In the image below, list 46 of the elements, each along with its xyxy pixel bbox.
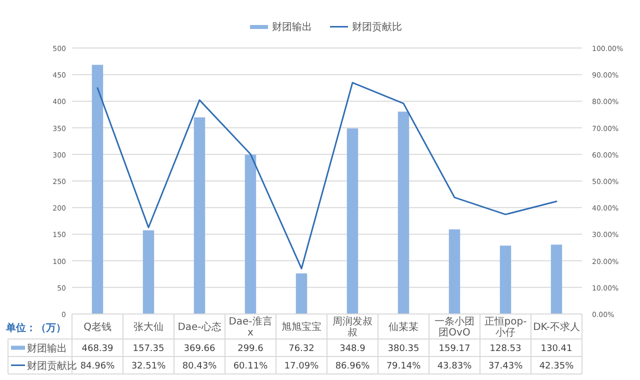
x-tick-label: 周润发叔叔 [332, 316, 372, 338]
text: 财团贡献比 [27, 361, 77, 372]
data-label: 380.35 [388, 344, 420, 354]
x-tick-label: 旭旭宝宝 [282, 321, 322, 333]
x-tick-label: 张大仙 [134, 321, 164, 333]
data-label: 299.6 [238, 344, 264, 354]
text: 单位：（万） [5, 322, 66, 334]
bar [398, 112, 410, 314]
data-label: 86.96% [335, 362, 370, 372]
legend-label: 财团贡献比 [352, 21, 402, 33]
data-label: 60.11% [233, 362, 268, 372]
x-tick-label: 仙某某 [388, 321, 418, 333]
bar [448, 229, 460, 314]
data-label: 42.35% [539, 362, 574, 372]
data-label: 37.43% [488, 362, 524, 372]
data-label: 128.53 [490, 344, 522, 354]
data-label: 84.96% [80, 362, 116, 372]
x-tick-label: Dae-淮言x [228, 316, 272, 338]
data-label: 17.09% [284, 362, 320, 372]
bar [500, 246, 512, 314]
data-label: 159.17 [438, 344, 470, 354]
data-label: 369.66 [184, 344, 216, 354]
data-label: 43.83% [437, 362, 472, 372]
line-series [96, 82, 558, 270]
bar [550, 244, 562, 314]
data-label: 157.35 [132, 344, 164, 354]
data-label: 32.51% [131, 362, 166, 372]
data-label: 80.43% [182, 362, 218, 372]
bar [92, 64, 104, 314]
x-tick-label: Dae-心态 [178, 321, 222, 333]
x-tick-label: DK-不求人 [533, 321, 580, 333]
x-tick-label: Q老钱 [84, 321, 112, 333]
data-label: 348.9 [340, 344, 366, 354]
data-label: 79.14% [386, 362, 422, 372]
bar [194, 117, 206, 314]
bar [244, 154, 256, 314]
data-label: 76.32 [288, 344, 314, 354]
x-tick-label: 正恒pop-小仔 [484, 316, 528, 338]
bar [296, 273, 308, 314]
data-label: 468.39 [82, 344, 114, 354]
bar [142, 230, 154, 314]
data-label: 130.41 [540, 344, 572, 354]
bar [346, 128, 358, 314]
text: 财团输出 [27, 344, 67, 354]
legend-label: 财团输出 [272, 21, 312, 33]
x-tick-label: 一条小团团OvO [434, 316, 474, 338]
